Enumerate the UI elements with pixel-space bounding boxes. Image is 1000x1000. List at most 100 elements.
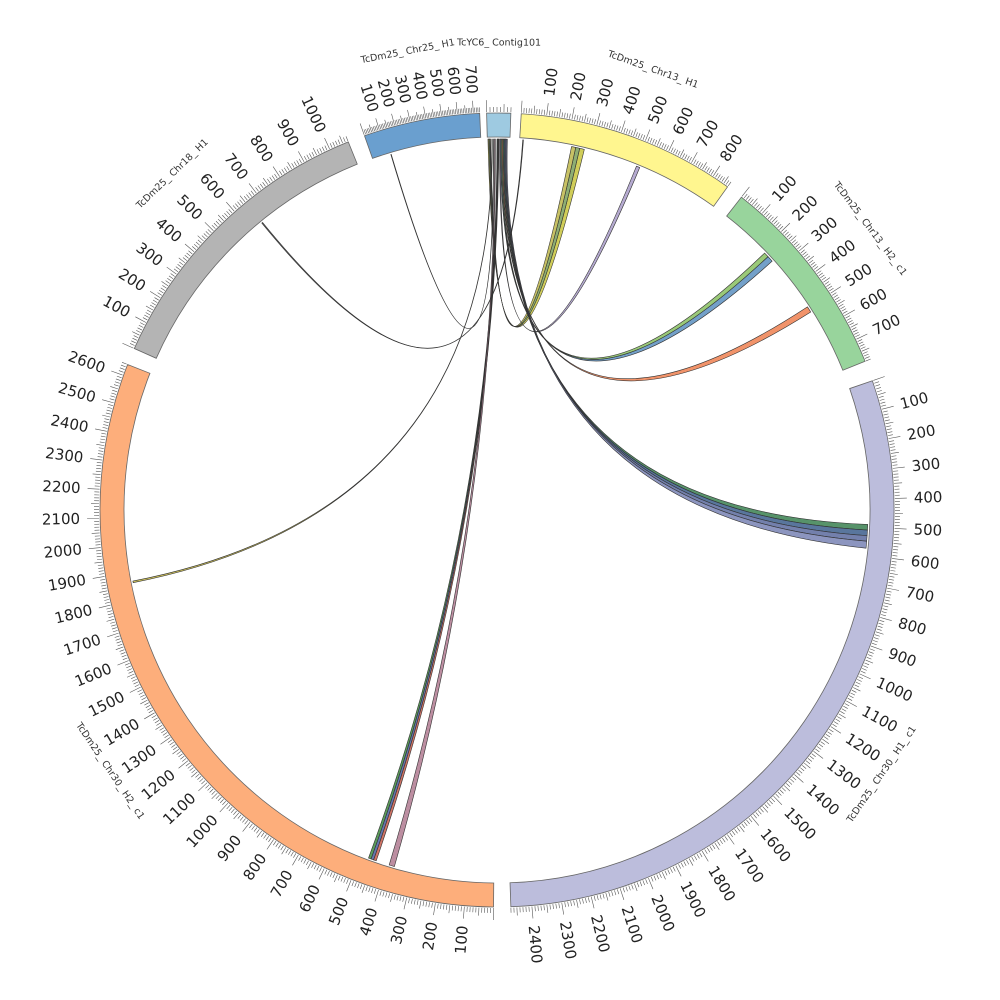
tick-label: 1000 <box>873 674 915 706</box>
tick-label: 1000 <box>183 811 222 851</box>
link-contig101-chr30h2-15 <box>132 138 493 584</box>
tick-label: 300 <box>387 914 411 946</box>
ticks-chr25h1 <box>359 100 480 135</box>
tick-label: 600 <box>444 66 465 96</box>
tick-label: 900 <box>273 116 303 150</box>
tick-label: 1500 <box>780 804 819 844</box>
tick-label: 300 <box>911 454 941 475</box>
segment-label-contig101: TcYC6_ Contig101 <box>456 37 541 48</box>
segment-label-chr25h1: TcDm25_ Chr25_ H1 <box>359 37 456 66</box>
tick-label: 700 <box>461 65 481 95</box>
tick-label: 2400 <box>525 925 546 965</box>
tick-label: 1600 <box>72 659 114 690</box>
tick-label: 600 <box>295 882 324 916</box>
ticks-chr30h2 <box>87 362 494 920</box>
tick-label: 1100 <box>859 702 901 736</box>
link-contig101-chr13h1-3 <box>499 138 641 332</box>
tick-label: 2200 <box>587 913 614 954</box>
tick-label: 2300 <box>44 444 84 467</box>
tick-label: 1900 <box>676 879 709 921</box>
tick-label: 500 <box>842 260 876 291</box>
ticks-chr13h1 <box>521 100 732 187</box>
ideogram-chr18h1 <box>133 141 358 359</box>
tick-label: 800 <box>239 850 270 884</box>
ticks-chr30h1 <box>510 376 907 919</box>
tick-label: 1100 <box>159 789 199 828</box>
link-contig101-chr30h2-14 <box>388 138 496 867</box>
tick-label: 500 <box>426 67 448 98</box>
tick-label: 300 <box>593 76 618 108</box>
tick-label: 1500 <box>85 688 127 721</box>
tick-label: 1600 <box>756 825 794 866</box>
ticks-contig101 <box>485 100 512 113</box>
tick-label: 1200 <box>138 766 179 804</box>
links-layer <box>132 138 869 867</box>
tick-label: 500 <box>644 93 671 126</box>
tick-label: 2600 <box>66 347 108 377</box>
tick-label: 300 <box>808 213 841 245</box>
segment-label-chr13h2: TcDm25_ Chr13_ H2_ c1 <box>831 179 909 278</box>
tick-label: 2400 <box>49 411 90 436</box>
segment-label-chr18h1: TcDm25_ Chr18_ H1 <box>134 137 211 212</box>
tick-label: 1400 <box>803 780 843 819</box>
link-contig101-chr30h2-11 <box>368 138 498 860</box>
link-contig101-chr25h1-16 <box>390 138 494 329</box>
tick-label: 2000 <box>647 892 678 934</box>
tick-label: 900 <box>886 644 919 671</box>
ideogram-contig101 <box>486 112 512 138</box>
tick-label: 1300 <box>118 741 160 778</box>
tick-label: 400 <box>152 214 185 246</box>
tick-label: 300 <box>133 239 167 270</box>
tick-label: 400 <box>356 905 382 938</box>
tick-label: 600 <box>910 552 941 573</box>
tick-label: 2500 <box>56 379 98 407</box>
tick-label: 700 <box>267 867 297 901</box>
link-chr18h1-chr13h1-17 <box>261 139 524 349</box>
tick-label: 1000 <box>297 93 329 135</box>
tick-label: 100 <box>540 67 561 98</box>
link-contig101-chr30h2-13 <box>373 138 500 862</box>
tick-label: 600 <box>669 104 698 138</box>
tick-label: 200 <box>906 421 937 444</box>
tick-label: 1400 <box>101 715 143 750</box>
tick-label: 500 <box>325 895 352 928</box>
tick-label: 200 <box>115 265 149 295</box>
tick-label: 700 <box>693 117 723 151</box>
ideogram-chr13h1 <box>519 113 729 207</box>
ticks-chr13h2 <box>741 186 871 362</box>
tick-label: 200 <box>567 71 590 103</box>
tick-label: 1800 <box>704 863 739 905</box>
tick-label: 700 <box>904 583 936 606</box>
ideogram-chr13h2 <box>726 196 866 371</box>
tick-label: 400 <box>408 70 431 101</box>
tick-label: 500 <box>173 191 206 224</box>
tick-label: 800 <box>896 614 928 639</box>
tick-label: 2200 <box>42 477 81 497</box>
tick-label: 2100 <box>42 510 81 529</box>
tick-label: 900 <box>213 831 245 865</box>
segment-label-chr13h1: TcDm25_ Chr13_ H1 <box>605 48 700 91</box>
tick-label: 1800 <box>53 601 94 628</box>
tick-label: 2000 <box>43 540 83 562</box>
tick-label: 700 <box>220 150 252 184</box>
tick-label: 700 <box>870 311 904 340</box>
labels-layer: TcYC6_ Contig101 TcDm25_ Chr13_ H1 TcDm25_… <box>73 37 919 826</box>
tick-label: 200 <box>419 921 441 952</box>
tick-label: 300 <box>391 73 415 105</box>
tick-label: 1900 <box>47 571 88 595</box>
tick-label: 100 <box>100 292 134 321</box>
tick-label: 100 <box>451 925 471 955</box>
ideograms-layer <box>99 112 895 908</box>
tick-label: 1700 <box>61 630 103 659</box>
link-contig101-chr30h1-10 <box>505 138 868 549</box>
ideogram-chr25h1 <box>363 112 482 159</box>
tick-label: 1200 <box>842 729 884 765</box>
tick-label: 100 <box>898 388 930 413</box>
tick-label: 800 <box>716 131 747 165</box>
tick-label: 1300 <box>823 756 864 793</box>
tick-label: 2300 <box>556 920 580 961</box>
tick-label: 400 <box>619 84 645 117</box>
tick-label: 600 <box>196 169 228 202</box>
tick-label: 100 <box>768 172 801 205</box>
